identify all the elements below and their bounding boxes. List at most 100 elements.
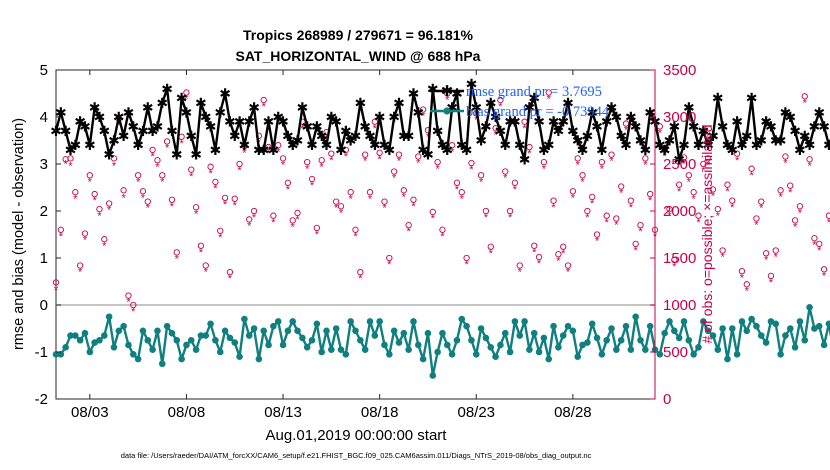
bias-point: [96, 336, 103, 344]
obs-possible-point: [700, 160, 707, 168]
bias-point: [671, 327, 678, 335]
y-left-tick-label: -1: [35, 344, 48, 361]
bias-point: [303, 344, 311, 351]
obs-assimilated-point: *: [160, 176, 165, 188]
obs-possible-point: [627, 197, 634, 204]
bias-point: [593, 334, 601, 342]
obs-assimilated-point: *: [537, 258, 542, 270]
rmse-point: ✱: [780, 104, 792, 120]
obs-possible-point: [511, 179, 519, 186]
obs-possible-point: [540, 158, 548, 166]
rmse-point: ✱: [639, 142, 651, 158]
rmse-point: ✱: [490, 109, 502, 125]
obs-assimilated-point: *: [349, 193, 354, 205]
bias-point: [700, 318, 707, 325]
rmse-point: ✱: [214, 104, 226, 120]
obs-assimilated-point: *: [716, 210, 721, 222]
obs-assimilated-point: *: [624, 125, 629, 137]
obs-possible-point: [439, 226, 446, 233]
obs-possible-point: [748, 165, 755, 172]
obs-possible-point: [357, 268, 364, 276]
obs-assimilated-point: *: [353, 231, 358, 243]
bias-point: [608, 325, 615, 332]
bias-point: [492, 353, 499, 361]
rmse-point: ✱: [620, 137, 632, 153]
bias-point: [134, 355, 142, 363]
bias-point: [216, 348, 224, 356]
obs-possible-point: [246, 216, 253, 223]
bias-point: [250, 325, 258, 332]
obs-assimilated-point: *: [88, 176, 93, 188]
obs-assimilated-point: *: [97, 210, 102, 222]
bias-point: [661, 329, 668, 337]
obs-assimilated-point: *: [469, 164, 474, 176]
bias-point: [564, 322, 572, 330]
rmse-point: ✱: [693, 137, 705, 153]
rmse-point: ✱: [596, 142, 608, 158]
rmse-point: ✱: [577, 142, 589, 158]
legend-rmse-marker: ✱: [441, 83, 454, 100]
bias-point: [72, 332, 79, 339]
obs-possible-point: [400, 187, 407, 194]
rmse-point: ✱: [79, 118, 91, 134]
obs-possible-point: [405, 221, 412, 229]
obs-assimilated-point: *: [93, 195, 98, 207]
obs-possible-point: [816, 240, 823, 248]
rmse-point: ✱: [398, 128, 410, 144]
rmse-point: ✱: [127, 118, 139, 134]
rmse-point: ✱: [726, 142, 738, 158]
obs-assimilated-point: *: [798, 207, 803, 219]
obs-assimilated-point: *: [455, 184, 460, 196]
y-left-tick-label: 3: [40, 156, 48, 173]
obs-possible-point: [647, 190, 654, 198]
rmse-point: ✱: [664, 133, 676, 149]
obs-assimilated-point: *: [547, 94, 552, 106]
obs-assimilated-point: *: [634, 245, 639, 257]
rmse-point: ✱: [533, 114, 545, 130]
obs-possible-point: [390, 168, 398, 175]
obs-assimilated-point: *: [769, 277, 774, 289]
bias-point: [574, 353, 582, 361]
obs-possible-point: [376, 149, 383, 156]
obs-possible-point: [589, 193, 596, 201]
bias-point: [695, 344, 702, 351]
rmse-point: ✱: [190, 147, 202, 163]
obs-possible-point: [192, 204, 200, 211]
rmse-point: ✱: [770, 133, 782, 149]
y-left-tick-label: -2: [35, 391, 48, 408]
bias-point: [472, 351, 480, 358]
bias-point: [806, 304, 813, 311]
rmse-point: ✱: [625, 109, 637, 125]
obs-assimilated-point: *: [102, 240, 107, 252]
rmse-point: ✱: [688, 118, 700, 134]
obs-possible-point: [366, 189, 374, 196]
y-left-tick-label: 1: [40, 250, 48, 267]
rmse-point: ✱: [239, 137, 251, 153]
rmse-point: ✱: [113, 109, 125, 125]
y-right-tick-label: 1000: [663, 297, 696, 314]
obs-assimilated-point: *: [571, 192, 576, 204]
obs-possible-point: [144, 198, 151, 205]
bias-point: [714, 346, 722, 353]
obs-possible-point: [820, 266, 828, 273]
obs-assimilated-point: *: [576, 160, 581, 172]
rmse-point: ✱: [538, 142, 550, 158]
obs-assimilated-point: *: [460, 193, 465, 205]
rmse-point: ✱: [528, 90, 540, 106]
obs-assimilated-point: *: [271, 217, 276, 229]
bias-point: [419, 355, 427, 363]
bias-point: [395, 339, 403, 346]
obs-possible-point: [671, 256, 678, 264]
rmse-point: ✱: [818, 118, 830, 134]
obs-assimilated-point: *: [223, 199, 228, 211]
obs-assimilated-point: *: [609, 156, 614, 168]
obs-possible-point: [362, 151, 369, 158]
rmse-point: ✱: [557, 114, 569, 130]
bias-point: [129, 351, 137, 358]
obs-possible-point: [695, 212, 702, 219]
rmse-point: ✱: [65, 142, 77, 158]
obs-possible-point: [275, 142, 282, 149]
obs-possible-point: [265, 143, 272, 151]
bias-point: [270, 322, 277, 330]
obs-assimilated-point: *: [146, 203, 151, 215]
